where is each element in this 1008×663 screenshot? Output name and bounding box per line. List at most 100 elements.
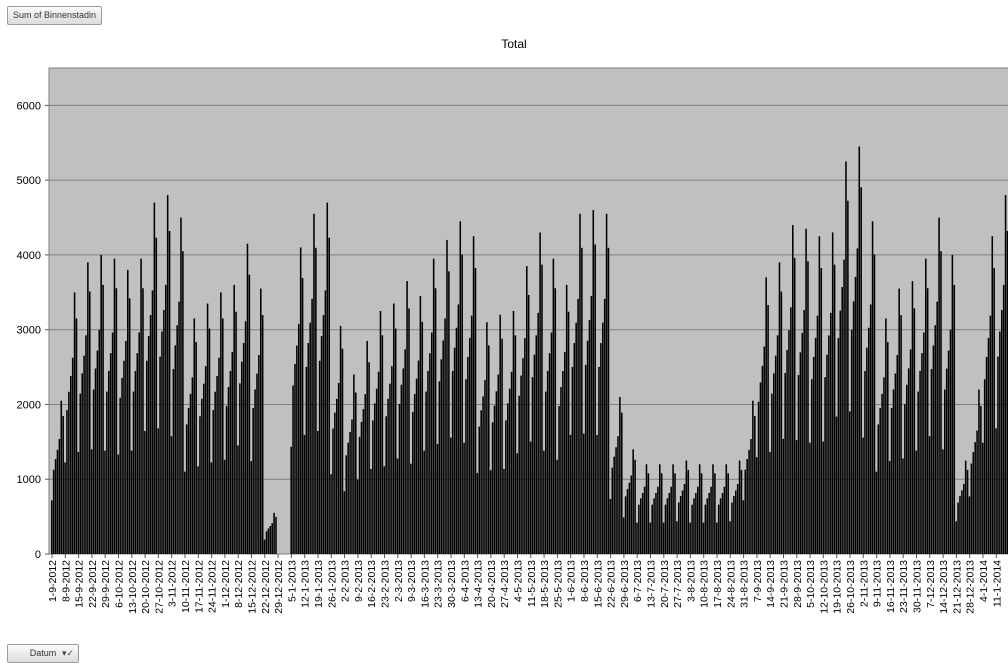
- bar: [660, 473, 663, 554]
- bar: [816, 315, 819, 554]
- bar: [212, 410, 215, 554]
- bar: [773, 373, 775, 554]
- bar: [754, 416, 756, 554]
- bar: [636, 522, 638, 554]
- bar: [514, 335, 517, 554]
- bar: [472, 236, 475, 555]
- bar: [964, 460, 967, 554]
- bar: [364, 394, 367, 554]
- bar: [638, 504, 640, 554]
- bar: [453, 347, 456, 554]
- bar: [955, 521, 957, 554]
- bar: [841, 287, 843, 554]
- bar: [609, 499, 612, 554]
- bar: [223, 459, 226, 554]
- bar: [879, 407, 881, 554]
- bar: [351, 419, 353, 554]
- bar: [260, 288, 262, 554]
- bar: [495, 391, 498, 554]
- x-tick-label: 15-6-2013: [592, 560, 604, 608]
- bar: [427, 370, 429, 554]
- bar: [501, 338, 503, 554]
- value-field-button[interactable]: Sum of Binnenstadin: [7, 6, 103, 25]
- x-tick-label: 15-12-2012: [247, 560, 259, 614]
- x-tick-label: 4-5-2013: [513, 560, 525, 602]
- bar: [208, 328, 211, 554]
- bar: [516, 453, 519, 554]
- bar: [273, 512, 275, 554]
- bar: [556, 459, 558, 554]
- bar: [685, 460, 688, 554]
- x-tick-label: 29-12-2012: [273, 560, 285, 614]
- bar: [761, 365, 764, 554]
- bar: [227, 387, 230, 554]
- bar: [218, 357, 220, 554]
- bar: [961, 490, 963, 554]
- bar: [814, 337, 817, 554]
- bar: [147, 336, 150, 554]
- x-tick-label: 30-3-2013: [446, 560, 458, 608]
- bar: [102, 284, 104, 554]
- bar: [774, 355, 777, 554]
- x-tick-label: 23-11-2013: [898, 560, 910, 613]
- bar: [505, 420, 507, 554]
- bar: [252, 408, 254, 554]
- category-field-button[interactable]: Datum ▾✓: [7, 644, 79, 663]
- bar: [248, 274, 251, 554]
- bar: [577, 298, 579, 554]
- bar: [913, 308, 916, 554]
- bar: [651, 504, 653, 554]
- bar: [178, 301, 180, 554]
- bar: [721, 492, 724, 554]
- filter-dropdown-icon[interactable]: ▾✓: [61, 648, 74, 658]
- bar: [856, 248, 859, 554]
- bar: [320, 336, 323, 554]
- bar: [719, 498, 722, 554]
- bar: [997, 356, 999, 554]
- bar: [214, 391, 216, 554]
- bar: [400, 384, 403, 554]
- bar: [634, 459, 636, 554]
- bar: [683, 483, 686, 554]
- bar: [602, 322, 604, 554]
- y-tick-label: 3000: [17, 325, 41, 337]
- x-tick-label: 28-12-2013: [965, 560, 977, 614]
- bar: [301, 278, 304, 554]
- x-tick-label: 13-4-2013: [473, 560, 485, 608]
- bar: [968, 496, 971, 554]
- bar: [216, 376, 218, 554]
- bar: [185, 424, 188, 554]
- bar: [343, 491, 346, 554]
- bar: [862, 437, 864, 554]
- bar: [847, 200, 849, 554]
- bar: [949, 329, 952, 554]
- bar: [292, 385, 294, 554]
- bar: [746, 458, 748, 554]
- x-tick-label: 29-6-2013: [619, 560, 631, 608]
- bar: [729, 521, 731, 554]
- bar: [328, 237, 330, 555]
- bar: [96, 350, 99, 554]
- bar: [778, 262, 781, 554]
- bar: [73, 292, 76, 554]
- bar: [294, 363, 296, 554]
- bar: [366, 340, 368, 554]
- bar: [155, 237, 158, 555]
- x-tick-label: 9-2-2013: [353, 560, 365, 602]
- bar: [812, 356, 815, 554]
- bar: [389, 383, 391, 554]
- y-tick-label: 6000: [17, 100, 41, 112]
- bar: [900, 315, 902, 554]
- x-tick-label: 24-8-2013: [725, 560, 737, 608]
- bar: [586, 340, 589, 554]
- bar: [915, 450, 918, 554]
- bar: [85, 335, 87, 554]
- bar: [592, 210, 595, 554]
- bar: [560, 387, 562, 554]
- bar: [641, 492, 644, 554]
- bar: [809, 442, 811, 554]
- bar: [111, 332, 114, 554]
- bar: [717, 504, 720, 554]
- bar: [296, 345, 298, 554]
- bar: [330, 474, 332, 554]
